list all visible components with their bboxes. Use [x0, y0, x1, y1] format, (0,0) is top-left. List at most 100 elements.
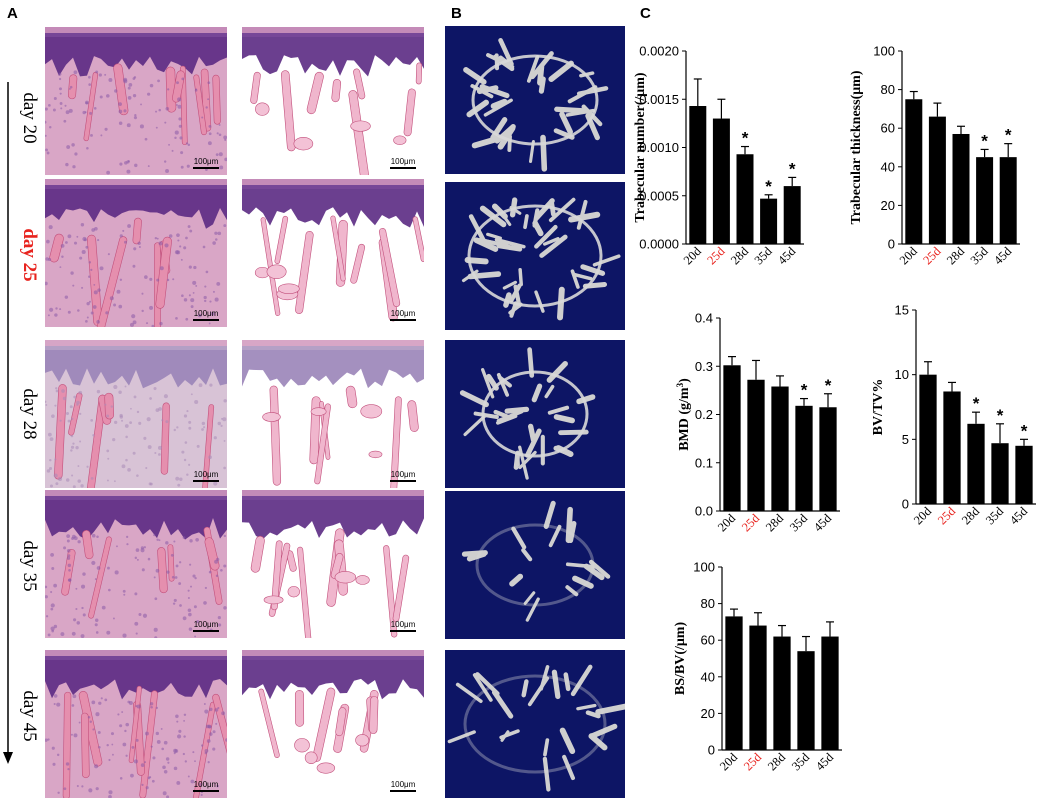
y-tick-label: 0	[902, 497, 909, 512]
significance-star: *	[997, 406, 1004, 425]
y-tick-label: 100	[693, 560, 715, 575]
day-label-45: day 45	[18, 656, 40, 776]
scale-bar: 100μm	[390, 780, 416, 792]
scale-bar-label: 100μm	[193, 620, 219, 629]
histology-image-day-20-full: 100μm	[45, 27, 227, 175]
scale-bar-label: 100μm	[390, 470, 416, 479]
y-tick-label: 80	[881, 82, 895, 97]
day-label-25: day 25	[18, 195, 40, 315]
scale-bar-label: 100μm	[193, 157, 219, 166]
x-category-label: 45d	[813, 750, 837, 774]
y-tick-label: 80	[701, 596, 715, 611]
scale-bar: 100μm	[193, 620, 219, 632]
micro-ct-image-day-25	[445, 182, 625, 330]
x-category-label: 20d	[717, 750, 741, 774]
bar-35d	[991, 443, 1008, 504]
micro-ct-image-day-45	[445, 650, 625, 798]
y-tick-label: 100	[873, 44, 895, 59]
bar-45d	[1000, 157, 1017, 244]
x-category-label: 35d	[752, 244, 776, 268]
panel-c-letter: C	[640, 5, 651, 22]
x-category-label: 35d	[789, 750, 813, 774]
histology-image-day-45-full: 100μm	[45, 650, 227, 798]
y-tick-label: 40	[881, 159, 895, 174]
y-tick-label: 0.2	[695, 407, 713, 422]
y-tick-label: 0.3	[695, 359, 713, 374]
significance-star: *	[801, 381, 808, 400]
x-category-label: 45d	[1007, 504, 1031, 528]
scale-bar-label: 100μm	[193, 780, 219, 789]
bar-45d	[1015, 446, 1032, 504]
scale-bar-label: 100μm	[390, 157, 416, 166]
micro-ct-image-day-20	[445, 26, 625, 174]
bar-35d	[795, 406, 812, 511]
micro-ct-image-day-28	[445, 340, 625, 488]
scale-bar: 100μm	[193, 309, 219, 321]
y-axis-label: BS/BV(/μm)	[673, 622, 688, 696]
bar-28d	[967, 424, 984, 504]
day-label-28: day 28	[18, 354, 40, 474]
day-label-20: day 20	[18, 58, 40, 178]
y-axis-label: Trabecular thickness(μm)	[849, 70, 864, 224]
y-tick-label: 0.0	[695, 504, 713, 519]
y-tick-label: 20	[701, 706, 715, 721]
histology-image-day-25-full: 100μm	[45, 179, 227, 327]
x-category-label: 28d	[765, 750, 789, 774]
y-tick-label: 0.1	[695, 455, 713, 470]
x-category-label: 35d	[968, 244, 992, 268]
x-category-label: 25d	[739, 511, 763, 535]
bar-20d	[919, 375, 936, 504]
x-category-label: 25d	[935, 504, 959, 528]
y-tick-label: 0	[708, 743, 715, 758]
panel-b-letter: B	[451, 5, 462, 22]
scale-bar: 100μm	[390, 620, 416, 632]
x-category-label: 45d	[811, 511, 835, 535]
x-category-label: 20d	[897, 244, 921, 268]
scale-bar-label: 100μm	[193, 470, 219, 479]
scale-bar-label: 100μm	[390, 309, 416, 318]
y-axis-label: BMD (g/m3)	[675, 378, 692, 451]
scale-bar-label: 100μm	[390, 620, 416, 629]
x-category-label: 28d	[728, 244, 752, 268]
histology-image-day-35-bone: 100μm	[242, 490, 424, 638]
y-axis-label: Trabecular number(/μm)	[633, 72, 648, 222]
histology-image-day-25-bone: 100μm	[242, 179, 424, 327]
histology-image-day-28-bone: 100μm	[242, 340, 424, 488]
y-tick-label: 0.0020	[639, 44, 679, 59]
significance-star: *	[765, 177, 772, 196]
y-tick-label: 15	[895, 303, 909, 318]
significance-star: *	[981, 131, 988, 150]
bar-28d	[737, 154, 754, 244]
bar-20d	[725, 616, 742, 750]
bar-35d	[760, 199, 777, 244]
bar-25d	[749, 626, 766, 750]
bar-45d	[784, 186, 801, 244]
y-tick-label: 5	[902, 432, 909, 447]
bar-25d	[929, 117, 946, 244]
chart-svg: 0.00000.00050.00100.00150.0020Trabecular…	[632, 40, 842, 305]
x-category-label: 45d	[775, 244, 799, 268]
y-axis-label: BV/TV%	[871, 379, 886, 436]
y-tick-label: 0.0000	[639, 237, 679, 252]
bar-35d	[976, 157, 993, 244]
x-category-label: 20d	[911, 504, 935, 528]
bar-25d	[713, 119, 730, 244]
x-category-label: 25d	[741, 750, 765, 774]
scale-bar: 100μm	[390, 470, 416, 482]
bar-28d	[771, 387, 788, 511]
significance-star: *	[973, 394, 980, 413]
significance-star: *	[742, 129, 749, 148]
bar-25d	[747, 380, 764, 511]
bar-25d	[943, 391, 960, 504]
scale-bar: 100μm	[193, 470, 219, 482]
histology-image-day-20-bone: 100μm	[242, 27, 424, 175]
histology-image-day-28-full: 100μm	[45, 340, 227, 488]
histology-image-day-45-bone: 100μm	[242, 650, 424, 798]
scale-bar: 100μm	[390, 157, 416, 169]
y-tick-label: 60	[701, 633, 715, 648]
